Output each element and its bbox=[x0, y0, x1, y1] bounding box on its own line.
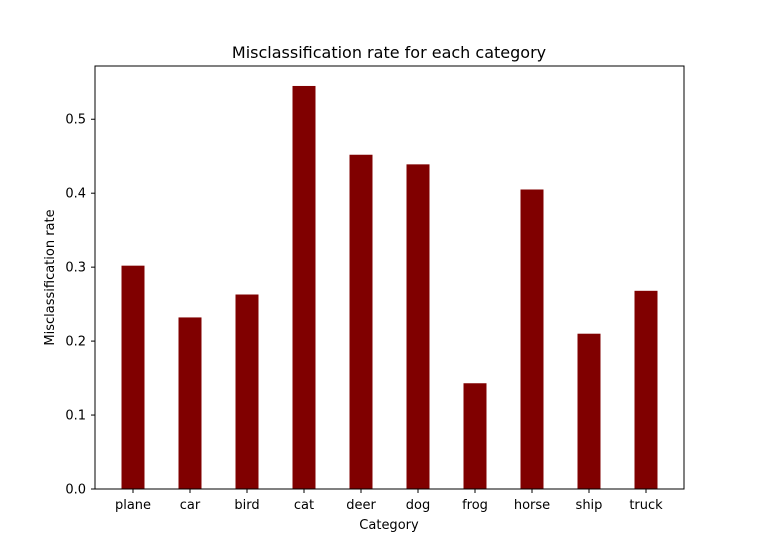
x-tick-label: horse bbox=[514, 498, 550, 513]
x-tick-label: plane bbox=[115, 498, 151, 513]
bar-truck bbox=[634, 290, 658, 489]
bars-group bbox=[121, 85, 658, 490]
bar-ship bbox=[577, 333, 601, 489]
x-tick-label: truck bbox=[629, 498, 663, 513]
bar-deer bbox=[349, 154, 373, 489]
plot-frame bbox=[94, 65, 685, 490]
bar-dog bbox=[406, 164, 430, 489]
bar-horse bbox=[520, 189, 544, 490]
bar-car bbox=[178, 317, 202, 489]
bar-bird bbox=[235, 294, 259, 489]
chart-title: Misclassification rate for each category bbox=[232, 43, 546, 62]
x-tick-label: bird bbox=[234, 498, 259, 513]
y-tick-label: 0.1 bbox=[65, 409, 86, 424]
y-tick-label: 0.3 bbox=[65, 261, 86, 276]
x-tick-label: car bbox=[180, 498, 201, 513]
x-tick-label: ship bbox=[576, 498, 603, 513]
y-tick-label: 0.5 bbox=[65, 113, 86, 128]
x-tick-label: frog bbox=[462, 498, 488, 513]
x-tick-label: cat bbox=[294, 498, 314, 513]
bar-cat bbox=[292, 85, 316, 489]
y-axis-label: Misclassification rate bbox=[43, 209, 58, 345]
x-axis-label: Category bbox=[359, 518, 419, 533]
x-tick-label: dog bbox=[406, 498, 430, 513]
y-tick-label: 0.2 bbox=[65, 335, 86, 350]
bar-plane bbox=[121, 265, 145, 489]
x-axis: plane car bird cat deer dog frog horse ship truck bbox=[115, 489, 663, 513]
y-tick-label: 0.0 bbox=[65, 483, 86, 498]
y-tick-label: 0.4 bbox=[65, 187, 86, 202]
y-axis: 0.0 0.1 0.2 0.3 0.4 0.5 bbox=[65, 113, 95, 498]
bar-frog bbox=[463, 383, 487, 489]
x-tick-label: deer bbox=[346, 498, 376, 513]
